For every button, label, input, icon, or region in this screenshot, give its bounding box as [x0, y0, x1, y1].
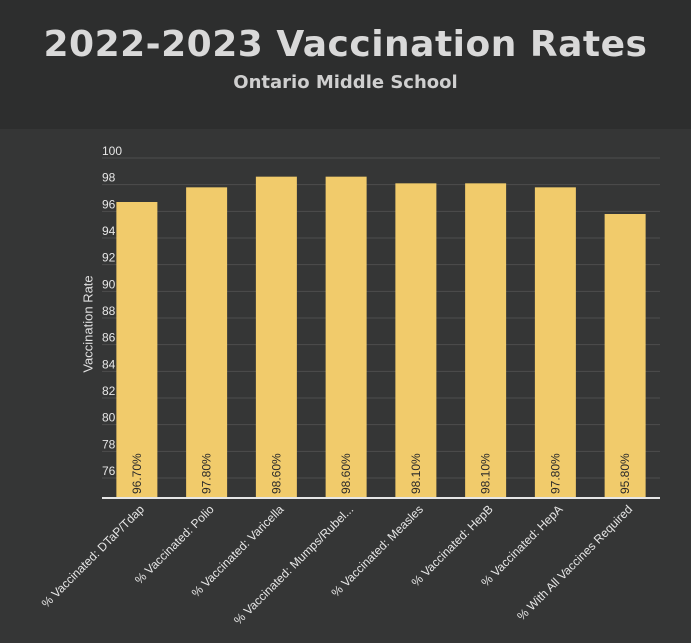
data-label: 98.60% [339, 453, 353, 494]
x-tick-label: % With All Vaccines Required [514, 502, 635, 623]
data-label: 96.70% [130, 453, 144, 494]
y-tick-label: 94 [102, 224, 116, 238]
data-label: 97.80% [548, 453, 562, 494]
y-tick-label: 90 [102, 277, 116, 291]
bar [534, 187, 576, 499]
chart-subtitle: Ontario Middle School [233, 72, 458, 93]
data-label: 95.80% [618, 453, 632, 494]
data-label: 98.60% [269, 453, 283, 494]
y-tick-label: 76 [102, 464, 116, 478]
bar [604, 214, 646, 498]
y-tick-label: 98 [102, 171, 116, 185]
y-tick-label: 96 [102, 197, 116, 211]
y-tick-label: 86 [102, 331, 116, 345]
bar [325, 176, 367, 498]
y-tick-label: 82 [102, 384, 116, 398]
data-label: 98.10% [409, 453, 423, 494]
y-tick-label: 100 [102, 144, 122, 158]
bar [116, 202, 158, 498]
bar [395, 183, 437, 499]
bar [255, 176, 297, 498]
data-label: 97.80% [200, 453, 214, 494]
chart-header: 2022-2023 Vaccination Rates Ontario Midd… [0, 0, 691, 129]
chart-title: 2022-2023 Vaccination Rates [43, 24, 648, 65]
y-tick-label: 78 [102, 437, 116, 451]
y-tick-label: 92 [102, 251, 116, 265]
bar [465, 183, 507, 499]
data-label: 98.10% [479, 453, 493, 494]
bar [186, 187, 228, 499]
y-tick-label: 80 [102, 411, 116, 425]
y-tick-label: 84 [102, 357, 116, 371]
x-tick-label: % Vaccinated: DTaP/Tdap [39, 502, 148, 611]
y-tick-label: 88 [102, 304, 116, 318]
x-tick-label: % Vaccinated: Mumps/Rubel... [231, 502, 356, 627]
